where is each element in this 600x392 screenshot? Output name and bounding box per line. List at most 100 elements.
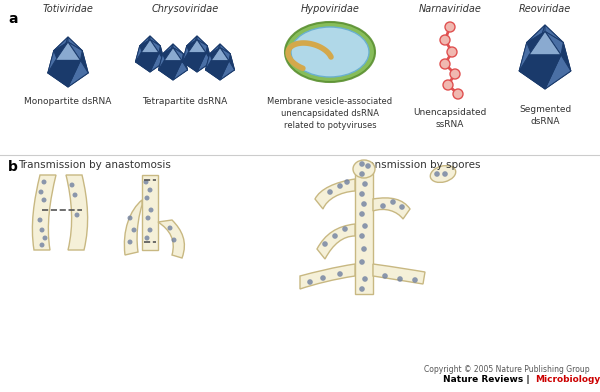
Circle shape: [359, 233, 365, 239]
Ellipse shape: [430, 165, 456, 182]
Circle shape: [131, 227, 137, 232]
Polygon shape: [136, 62, 150, 72]
Polygon shape: [545, 25, 563, 60]
Polygon shape: [140, 36, 150, 46]
Text: Narnaviridae: Narnaviridae: [419, 4, 481, 14]
Circle shape: [447, 47, 457, 57]
Text: b: b: [8, 160, 18, 174]
Circle shape: [332, 233, 338, 239]
Polygon shape: [143, 56, 157, 67]
Circle shape: [362, 276, 368, 282]
Polygon shape: [545, 25, 563, 42]
Polygon shape: [164, 47, 182, 61]
Polygon shape: [158, 54, 167, 70]
Circle shape: [337, 271, 343, 277]
Circle shape: [320, 275, 326, 281]
Circle shape: [172, 238, 176, 243]
PathPatch shape: [300, 264, 355, 289]
Polygon shape: [191, 36, 203, 56]
Ellipse shape: [285, 22, 375, 82]
Polygon shape: [173, 70, 188, 80]
Polygon shape: [187, 36, 197, 46]
Text: Transmission by spores: Transmission by spores: [359, 160, 481, 170]
Text: a: a: [8, 12, 17, 26]
Polygon shape: [519, 55, 545, 89]
Polygon shape: [48, 51, 56, 73]
Text: Tetrapartite dsRNA: Tetrapartite dsRNA: [142, 97, 227, 106]
Circle shape: [146, 216, 151, 221]
Polygon shape: [158, 61, 173, 80]
Polygon shape: [205, 70, 220, 80]
Polygon shape: [150, 36, 160, 56]
Polygon shape: [205, 54, 214, 70]
Polygon shape: [54, 42, 68, 60]
Text: Membrane vesicle-associated
unencapsidated dsRNA
related to potyviruses: Membrane vesicle-associated unencapsidat…: [268, 97, 392, 130]
Polygon shape: [182, 46, 191, 62]
Polygon shape: [527, 25, 545, 60]
Circle shape: [359, 211, 365, 217]
Polygon shape: [205, 54, 211, 70]
Circle shape: [382, 273, 388, 279]
Polygon shape: [203, 46, 212, 62]
Circle shape: [38, 189, 44, 194]
Circle shape: [453, 89, 463, 99]
Polygon shape: [527, 25, 545, 42]
Circle shape: [73, 192, 77, 198]
Circle shape: [390, 199, 396, 205]
Polygon shape: [519, 71, 545, 89]
Text: Transmission by anastomosis: Transmission by anastomosis: [19, 160, 172, 170]
Circle shape: [145, 196, 149, 200]
Polygon shape: [167, 64, 179, 76]
Polygon shape: [210, 44, 220, 54]
Circle shape: [361, 246, 367, 252]
Polygon shape: [545, 55, 571, 89]
Polygon shape: [141, 40, 159, 53]
Text: Hypoviridae: Hypoviridae: [301, 4, 359, 14]
Polygon shape: [164, 61, 182, 80]
Circle shape: [148, 187, 152, 192]
Ellipse shape: [291, 27, 369, 77]
Polygon shape: [220, 61, 235, 80]
Polygon shape: [211, 47, 229, 61]
Polygon shape: [68, 42, 82, 60]
Polygon shape: [136, 46, 141, 62]
Polygon shape: [205, 61, 220, 80]
Polygon shape: [68, 60, 88, 87]
Circle shape: [443, 80, 453, 90]
Circle shape: [440, 59, 450, 69]
Text: Chrysoviridae: Chrysoviridae: [151, 4, 218, 14]
Polygon shape: [187, 40, 197, 53]
Polygon shape: [77, 51, 88, 73]
Circle shape: [74, 212, 79, 218]
Polygon shape: [157, 46, 164, 62]
Circle shape: [307, 279, 313, 285]
Polygon shape: [534, 60, 556, 81]
Polygon shape: [220, 44, 230, 64]
Circle shape: [167, 225, 173, 230]
PathPatch shape: [355, 169, 373, 294]
Polygon shape: [136, 46, 143, 62]
Circle shape: [43, 236, 47, 241]
PathPatch shape: [158, 220, 184, 258]
Text: Nature Reviews |: Nature Reviews |: [443, 375, 533, 384]
Polygon shape: [197, 36, 207, 46]
Polygon shape: [519, 60, 545, 81]
Polygon shape: [214, 44, 226, 64]
Polygon shape: [163, 44, 173, 54]
PathPatch shape: [32, 175, 56, 250]
PathPatch shape: [315, 179, 355, 209]
Circle shape: [41, 180, 47, 185]
Circle shape: [322, 241, 328, 247]
Polygon shape: [188, 53, 206, 72]
Polygon shape: [556, 42, 571, 71]
Polygon shape: [163, 47, 173, 61]
Circle shape: [434, 171, 440, 177]
Polygon shape: [519, 42, 534, 71]
Polygon shape: [197, 56, 212, 67]
Circle shape: [41, 198, 47, 203]
Circle shape: [70, 183, 74, 187]
Circle shape: [412, 277, 418, 283]
Polygon shape: [48, 73, 68, 87]
Polygon shape: [173, 44, 183, 64]
Polygon shape: [191, 56, 203, 67]
